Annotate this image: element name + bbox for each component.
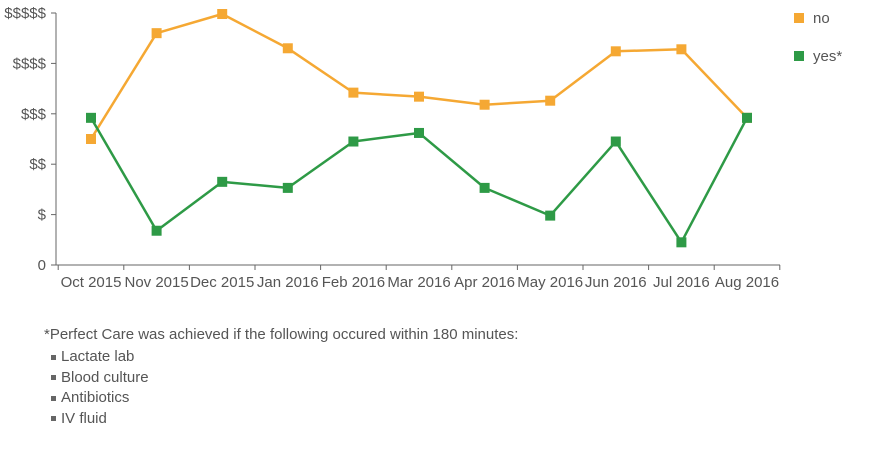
x-tick-label: Nov 2015: [124, 274, 188, 291]
footnote-item-label: Blood culture: [61, 368, 149, 386]
square-bullet-icon: [51, 354, 56, 360]
y-tick-label: $$$$$: [4, 5, 46, 22]
y-tick-label: 0: [38, 257, 46, 274]
footnote-item: IV fluid: [51, 409, 518, 430]
data-point: [217, 9, 228, 20]
data-point: [282, 182, 293, 193]
chart-axes: 0$$$$$$$$$$$$$$$Oct 2015 Nov 2015 Dec 2015…: [4, 5, 781, 291]
footnote-title: *Perfect Care was achieved if the follow…: [44, 326, 519, 343]
line-chart: 0$$$$$$$$$$$$$$$Oct 2015 Nov 2015 Dec 2015…: [4, 5, 842, 291]
data-point: [742, 112, 752, 123]
data-point: [479, 182, 490, 193]
data-point: [414, 91, 424, 102]
data-point: [348, 87, 359, 98]
x-tick-label: Dec 2015: [190, 274, 254, 291]
series-line-no: [89, 12, 748, 140]
data-point: [610, 46, 621, 57]
footnote-list: Lactate lab Blood culture Antibiotics IV…: [44, 347, 518, 429]
footnote-item-label: Antibiotics: [61, 389, 130, 406]
footnote-item-label: Lactate lab: [61, 348, 135, 365]
y-tick-label: $: [38, 207, 47, 224]
x-tick-label: Apr 2016: [454, 274, 515, 291]
footnote-item-label: IV fluid: [61, 409, 107, 427]
data-point: [348, 136, 359, 147]
footnote-item: Lactate lab: [51, 347, 518, 368]
square-bullet-icon: [51, 416, 56, 422]
data-point: [86, 112, 96, 123]
x-tick-label: Jun 2016: [585, 274, 647, 291]
chart-legend: no yes*: [794, 10, 842, 65]
y-tick-label: $$$: [21, 106, 47, 123]
data-point: [676, 237, 687, 248]
x-tick-label: Oct 2015: [61, 274, 122, 291]
data-point: [545, 95, 556, 106]
data-point: [414, 127, 424, 138]
legend-swatch: [794, 13, 804, 23]
footnote-item: Blood culture: [51, 368, 518, 389]
data-point: [217, 176, 228, 187]
y-tick-label: $$: [29, 156, 46, 173]
data-point: [151, 28, 162, 39]
square-bullet-icon: [51, 375, 56, 381]
footnote: *Perfect Care was achieved if the follow…: [44, 325, 518, 429]
data-point: [479, 99, 490, 110]
data-point: [676, 44, 687, 55]
x-tick-label: Mar 2016: [387, 274, 450, 291]
footnote-item: Antibiotics: [51, 388, 518, 409]
y-tick-label: $$$$: [13, 55, 47, 72]
x-tick-label: May 2016: [517, 274, 583, 291]
chart-series: [86, 9, 752, 248]
legend-label: no: [813, 10, 830, 27]
data-point: [282, 43, 293, 54]
x-tick-label: Feb 2016: [322, 274, 385, 291]
x-tick-label: Aug 2016: [715, 274, 779, 291]
legend-swatch: [794, 51, 804, 61]
data-point: [86, 134, 96, 144]
data-point: [610, 136, 621, 147]
data-point: [151, 225, 162, 236]
data-point: [545, 210, 556, 221]
legend-label: yes*: [813, 48, 842, 65]
x-tick-label: Jan 2016: [257, 274, 319, 291]
x-tick-label: Jul 2016: [653, 274, 710, 291]
square-bullet-icon: [51, 395, 56, 401]
